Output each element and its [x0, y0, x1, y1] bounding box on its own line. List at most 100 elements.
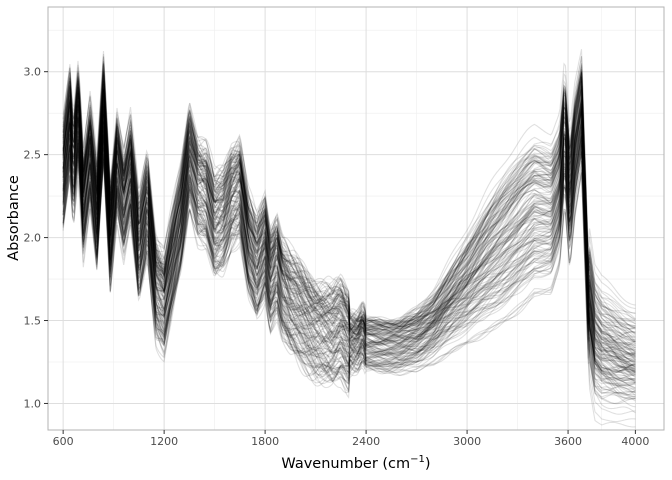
spectrum-line: [62, 61, 636, 331]
spectrum-line: [62, 56, 636, 327]
spectrum-line: [62, 61, 636, 354]
spectrum-line: [62, 72, 636, 341]
spectrum-line: [62, 63, 636, 342]
spectrum-line: [62, 72, 636, 354]
spectrum-line: [62, 88, 636, 370]
spectrum-line: [62, 109, 636, 404]
spectrum-line: [62, 67, 636, 338]
spectrum-line: [62, 112, 636, 381]
spectrum-line: [62, 135, 636, 386]
spectrum-line: [62, 94, 636, 374]
spectrum-line: [62, 106, 636, 375]
spectrum-line: [62, 107, 636, 376]
spectrum-line: [62, 81, 636, 336]
spectrum-line: [62, 70, 636, 354]
spectrum-line: [62, 114, 636, 359]
spectrum-line: [62, 79, 636, 327]
major-gridlines: [48, 7, 664, 430]
spectrum-line: [62, 89, 636, 342]
spectrum-line: [62, 72, 636, 340]
y-tick-label: 3.0: [24, 66, 42, 79]
spectrum-line: [62, 63, 636, 349]
spectrum-line: [62, 71, 636, 369]
spectrum-line: [62, 118, 636, 402]
spectrum-line: [62, 71, 636, 349]
spectrum-line: [62, 89, 636, 356]
spectrum-line: [62, 146, 636, 385]
spectrum-line: [62, 103, 636, 341]
spectrum-line: [62, 77, 636, 349]
spectrum-line: [62, 86, 636, 341]
spectrum-line: [62, 89, 636, 374]
spectrum-line: [62, 86, 636, 360]
x-tick-label: 600: [53, 435, 74, 448]
spectrum-line: [62, 87, 636, 384]
spectrum-line: [62, 64, 636, 336]
spectrum-line: [62, 120, 636, 382]
spectrum-line: [62, 111, 636, 382]
spectrum-line: [62, 80, 636, 356]
spectrum-line: [62, 86, 636, 375]
spectrum-line: [62, 153, 636, 400]
spectrum-line: [62, 152, 636, 382]
spectrum-line: [62, 56, 636, 329]
y-tick-label: 2.5: [24, 149, 42, 162]
spectrum-line: [62, 106, 636, 362]
spectrum-line: [62, 80, 636, 353]
spectrum-line: [62, 98, 636, 390]
spectrum-line: [62, 118, 636, 375]
spectrum-line: [62, 65, 636, 358]
y-tick-label: 1.5: [24, 315, 42, 328]
spectrum-line: [62, 119, 636, 373]
spectrum-line: [62, 109, 636, 369]
spectrum-line: [62, 103, 636, 372]
y-tick-label: 2.0: [24, 232, 42, 245]
spectrum-line: [62, 89, 636, 367]
x-tick-label: 2400: [352, 435, 380, 448]
spectrum-line: [62, 97, 636, 383]
spectrum-line: [62, 86, 636, 367]
spectrum-line: [62, 99, 636, 366]
spectrum-line: [62, 108, 636, 350]
spectrum-line: [62, 104, 636, 386]
spectrum-line: [62, 109, 636, 405]
spectrum-line: [62, 90, 636, 374]
spectrum-line: [62, 74, 636, 346]
spectrum-line: [62, 130, 636, 384]
spectrum-line: [62, 150, 636, 385]
spectrum-line: [62, 90, 636, 374]
spectrum-line: [62, 53, 636, 366]
x-axis-title: Wavenumber (cm−1): [281, 454, 430, 472]
spectrum-line: [62, 63, 636, 355]
x-axis-title-superscript: −1: [410, 454, 425, 465]
spectrum-line: [62, 108, 636, 354]
spectrum-line: [62, 56, 636, 353]
spectrum-line: [62, 76, 636, 345]
spectra-series-group: [62, 49, 636, 428]
spectrum-line: [62, 92, 636, 337]
x-tick-label: 3600: [554, 435, 582, 448]
spectrum-line: [62, 89, 636, 356]
spectrum-line: [62, 146, 636, 428]
spectrum-line: [62, 136, 636, 394]
spectrum-line: [62, 99, 636, 361]
spectrum-line: [62, 63, 636, 355]
spectrum-line: [62, 139, 636, 383]
spectrum-line: [62, 57, 636, 369]
spectrum-line: [62, 109, 636, 381]
x-axis-ticks: 600 1200 1800 2400 3000 3600 4000: [53, 430, 649, 448]
spectrum-line: [62, 84, 636, 362]
spectrum-line: [62, 72, 636, 351]
spectrum-line: [62, 74, 636, 343]
spectrum-line: [62, 154, 636, 415]
spectrum-line: [62, 89, 636, 358]
spectrum-line: [62, 114, 636, 377]
spectrum-line: [62, 127, 636, 378]
spectrum-line: [62, 95, 636, 362]
spectrum-line: [62, 88, 636, 387]
spectrum-line: [62, 86, 636, 347]
spectrum-line: [62, 70, 636, 361]
x-tick-label: 3000: [453, 435, 481, 448]
spectrum-line: [62, 96, 636, 366]
